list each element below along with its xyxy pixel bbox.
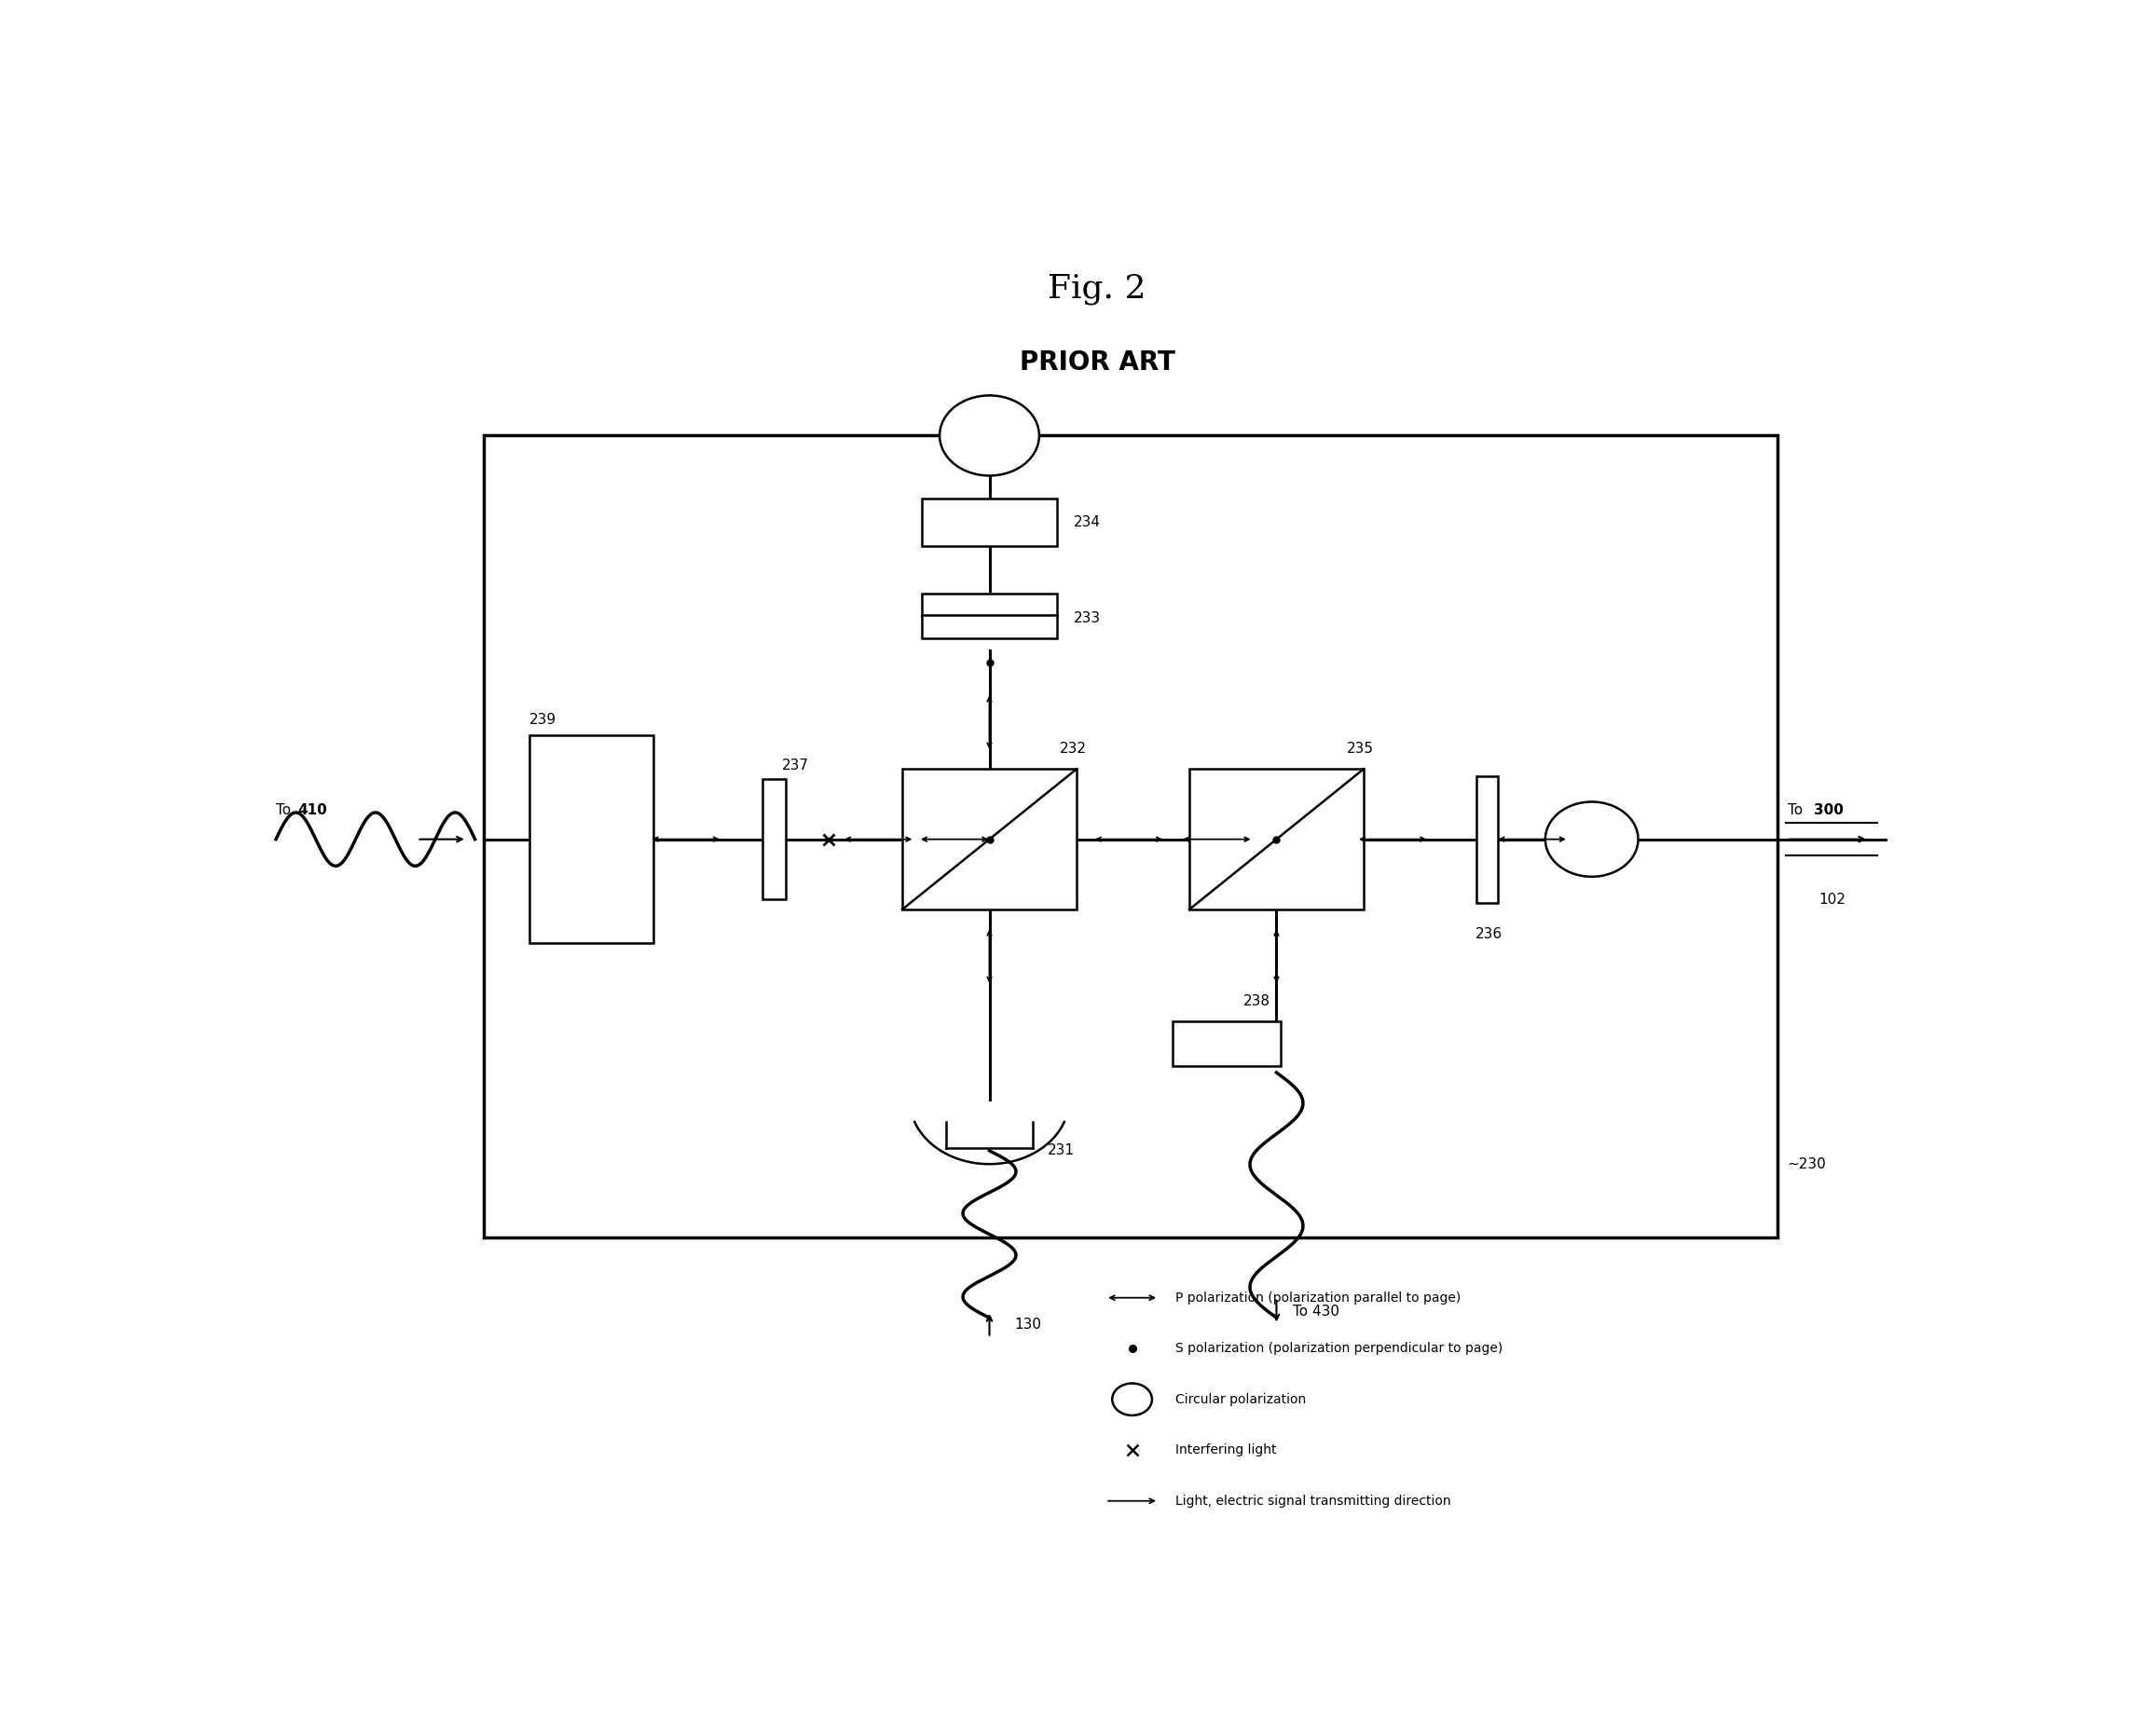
Text: To: To (276, 802, 291, 818)
Text: P polarization (polarization parallel to page): P polarization (polarization parallel to… (1175, 1292, 1460, 1304)
Bar (529, 736, 653, 943)
Bar (921, 615, 1058, 639)
Text: Circular polarization: Circular polarization (1175, 1392, 1306, 1406)
Text: 234: 234 (1075, 516, 1100, 529)
Text: 239: 239 (529, 712, 557, 727)
Circle shape (1111, 1384, 1152, 1415)
Bar (921, 594, 1058, 616)
Text: Fig. 2: Fig. 2 (1049, 273, 1145, 304)
Bar (1173, 1023, 1280, 1066)
Text: 236: 236 (1475, 927, 1503, 941)
Circle shape (1546, 802, 1638, 877)
Text: 233: 233 (1075, 611, 1100, 625)
Text: 410: 410 (298, 802, 328, 818)
Bar (1477, 776, 1499, 903)
Text: ~230: ~230 (1788, 1158, 1826, 1172)
Text: Interfering light: Interfering light (1175, 1444, 1276, 1457)
Text: 232: 232 (1060, 741, 1088, 755)
Text: 237: 237 (781, 759, 809, 773)
Text: To 430: To 430 (1293, 1304, 1340, 1318)
Text: 238: 238 (1244, 995, 1270, 1009)
Text: 130: 130 (1015, 1318, 1041, 1332)
Text: 231: 231 (1047, 1144, 1075, 1158)
Text: 102: 102 (1820, 892, 1846, 906)
Text: PRIOR ART: PRIOR ART (1019, 349, 1175, 375)
Text: 300: 300 (1813, 802, 1843, 818)
Text: Light, electric signal transmitting direction: Light, electric signal transmitting dire… (1175, 1495, 1452, 1507)
Text: To: To (1788, 802, 1803, 818)
Bar (901, 769, 1077, 910)
Bar (921, 498, 1058, 547)
Bar (762, 779, 786, 899)
Bar (1190, 769, 1364, 910)
Text: S polarization (polarization perpendicular to page): S polarization (polarization perpendicul… (1175, 1342, 1503, 1356)
Text: 235: 235 (1347, 741, 1375, 755)
Circle shape (940, 396, 1038, 476)
Bar (484, 436, 1777, 1238)
